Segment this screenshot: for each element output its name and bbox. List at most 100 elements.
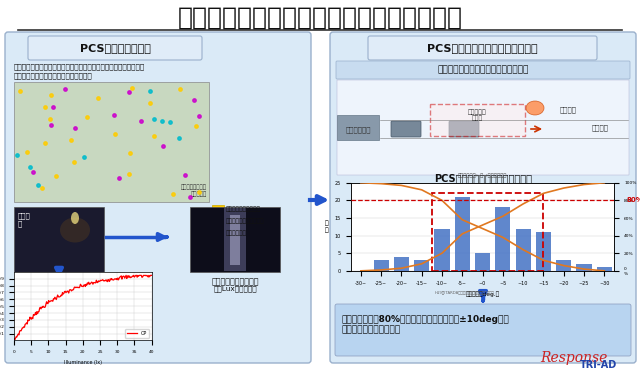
CP [138, 273, 145, 278]
Point [28, 169, 38, 175]
Bar [577, 264, 591, 271]
Text: を計測し、評価方法及び制御仕様反映。: を計測し、評価方法及び制御仕様反映。 [14, 72, 93, 78]
Point [48, 104, 58, 110]
Point [51, 173, 61, 179]
Bar [430, 104, 525, 136]
Point [157, 143, 168, 149]
Bar [516, 229, 531, 271]
Point [125, 150, 135, 156]
Point [79, 154, 89, 159]
FancyBboxPatch shape [330, 32, 636, 363]
Legend: CP: CP [125, 329, 149, 338]
Point [157, 118, 167, 124]
Point [174, 135, 184, 141]
Text: Response: Response [540, 351, 607, 365]
Point [188, 97, 198, 103]
Bar [212, 217, 224, 225]
CP [10, 336, 18, 341]
Point [15, 88, 25, 94]
Bar [414, 260, 429, 271]
Bar [224, 208, 246, 271]
Bar [536, 232, 551, 271]
Point [68, 159, 79, 165]
Point [33, 182, 43, 188]
Text: 80%: 80% [627, 197, 640, 204]
Point [191, 123, 201, 129]
Bar [495, 208, 511, 271]
Point [127, 85, 137, 91]
Ellipse shape [71, 212, 79, 224]
FancyBboxPatch shape [391, 121, 421, 137]
Point [37, 185, 47, 191]
Text: 路外逸脱事故の80%をカバーできる逸脱角度±10deg（最
大）の回避を目標に設計: 路外逸脱事故の80%をカバーできる逸脱角度±10deg（最 大）の回避を目標に設… [342, 315, 509, 334]
Bar [432, 194, 543, 271]
Point [82, 114, 92, 120]
Point [109, 112, 120, 118]
CP [11, 337, 19, 342]
Point [124, 171, 134, 176]
X-axis label: 逸脱角度（deg.）: 逸脱角度（deg.） [465, 291, 500, 297]
Bar [475, 253, 490, 271]
Y-axis label: 件
数: 件 数 [324, 221, 328, 233]
Bar [212, 229, 224, 237]
Ellipse shape [60, 218, 90, 242]
Point [168, 191, 179, 197]
Bar [596, 267, 612, 271]
Point [12, 152, 22, 158]
Point [185, 194, 195, 199]
Point [70, 125, 80, 131]
Bar [435, 229, 450, 271]
Text: 路外逸脱角度を調査し目標性能を決定: 路外逸脱角度を調査し目標性能を決定 [437, 65, 529, 74]
Bar [212, 205, 224, 213]
Bar [14, 207, 104, 272]
CP [36, 305, 44, 310]
FancyBboxPatch shape [28, 36, 202, 60]
FancyBboxPatch shape [5, 32, 311, 363]
Text: PCS（アクティブ操舵回避支援）: PCS（アクティブ操舵回避支援） [434, 173, 532, 183]
Point [175, 86, 185, 92]
CP [17, 328, 24, 333]
Bar [556, 260, 572, 271]
Text: 逃脱方向：左←　→逃脱方向：右: 逃脱方向：左← →逃脱方向：右 [458, 174, 508, 178]
Point [148, 117, 159, 122]
CP [122, 273, 130, 278]
Text: 測定風: 測定風 [18, 212, 31, 219]
FancyBboxPatch shape [336, 61, 630, 79]
Point [114, 175, 124, 181]
Bar [190, 207, 280, 272]
Point [180, 172, 190, 178]
Text: （1luxから37Luxに分布）: （1luxから37Luxに分布） [23, 315, 95, 324]
Bar [337, 80, 629, 175]
Point [40, 139, 51, 145]
X-axis label: Illuminance (lx): Illuminance (lx) [64, 360, 102, 365]
Bar [337, 115, 379, 140]
Point [66, 138, 76, 144]
FancyBboxPatch shape [335, 304, 631, 356]
Bar [230, 215, 240, 265]
FancyBboxPatch shape [449, 121, 479, 137]
Text: （１Luxまで認識）: （１Luxまで認識） [213, 285, 257, 292]
CP [47, 299, 55, 303]
Text: 横断歩行者、直進車両: 横断歩行者、直進車両 [226, 206, 261, 212]
Point [40, 104, 51, 110]
Point [145, 88, 155, 94]
Text: 非横断歩行者: 非横断歩行者 [226, 230, 247, 236]
Point [93, 95, 103, 101]
Point [22, 149, 32, 155]
CP [142, 274, 150, 278]
Bar [454, 197, 470, 271]
Point [165, 119, 175, 125]
Text: 照度の累積分布: 照度の累積分布 [42, 307, 77, 316]
Point [46, 122, 56, 128]
Text: PCS（アクティブ操舵回避支援）: PCS（アクティブ操舵回避支援） [427, 43, 538, 53]
Point [149, 133, 159, 139]
Text: PCS夜間歩行者対応: PCS夜間歩行者対応 [79, 43, 150, 53]
Point [194, 189, 204, 195]
Text: 事故データ解析を基にしたシステム設計例: 事故データ解析を基にしたシステム設計例 [177, 6, 463, 30]
Bar [374, 260, 388, 271]
Text: 景: 景 [18, 220, 22, 226]
Text: 自動ブレー
キのみ: 自動ブレー キのみ [468, 109, 486, 121]
Text: 高感度撮像素子の採用: 高感度撮像素子の採用 [211, 277, 259, 286]
Point [60, 86, 70, 92]
Point [145, 101, 155, 107]
